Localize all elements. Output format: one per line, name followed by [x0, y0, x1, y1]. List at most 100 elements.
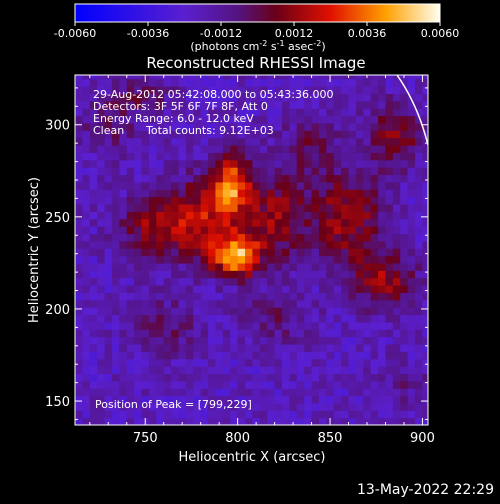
heatmap-cell — [341, 366, 350, 375]
heatmap-cell — [355, 285, 364, 293]
heatmap-cell — [119, 417, 128, 425]
heatmap-cell — [163, 329, 172, 338]
heatmap-cell — [156, 248, 165, 257]
heatmap-cell — [178, 78, 187, 87]
heatmap-cell — [193, 130, 202, 139]
heatmap-cell — [215, 189, 224, 198]
heatmap-cell — [392, 351, 401, 360]
heatmap-cell — [341, 380, 350, 389]
heatmap-cell — [215, 108, 224, 117]
heatmap-cell — [171, 174, 180, 183]
heatmap-cell — [222, 240, 231, 249]
heatmap-cell — [281, 203, 290, 212]
heatmap-cell — [134, 329, 143, 338]
heatmap-cell — [111, 307, 120, 316]
heatmap-cell — [378, 181, 387, 190]
heatmap-cell — [230, 233, 239, 242]
heatmap-cell — [274, 314, 283, 323]
heatmap-cell — [392, 255, 401, 264]
heatmap-cell — [119, 321, 128, 330]
heatmap-cell — [245, 410, 254, 419]
heatmap-cell — [415, 358, 424, 367]
heatmap-cell — [134, 351, 143, 360]
heatmap-cell — [75, 373, 83, 382]
heatmap-cell — [385, 373, 394, 382]
heatmap-cell — [422, 240, 428, 249]
heatmap-cell — [333, 358, 342, 367]
heatmap-cell — [341, 351, 350, 360]
y-tick-label: 200 — [45, 303, 70, 318]
heatmap-cell — [111, 203, 120, 212]
heatmap-cell — [304, 270, 313, 279]
heatmap-cell — [111, 174, 120, 183]
heatmap-cell — [341, 358, 350, 367]
heatmap-cell — [237, 321, 246, 330]
heatmap-cell — [385, 145, 394, 153]
heatmap-cell — [304, 402, 313, 411]
heatmap-cell — [422, 196, 428, 205]
heatmap-cell — [82, 181, 91, 190]
heatmap-cell — [215, 226, 224, 235]
heatmap-cell — [178, 145, 187, 153]
heatmap-cell — [141, 358, 150, 367]
heatmap-cell — [148, 181, 157, 190]
heatmap-cell — [200, 218, 209, 227]
footer-date: 13-May-2022 22:29 — [356, 482, 494, 498]
heatmap-cell — [156, 262, 165, 271]
heatmap-cell — [281, 100, 290, 109]
heatmap-cell — [289, 122, 298, 131]
heatmap-cell — [111, 189, 120, 198]
heatmap-cell — [311, 159, 320, 168]
heatmap-cell — [296, 299, 305, 308]
heatmap-cell — [348, 167, 357, 176]
heatmap-cell — [245, 380, 254, 389]
heatmap-cell — [97, 380, 106, 389]
heatmap-cell — [230, 248, 239, 257]
heatmap-cell — [97, 137, 106, 146]
heatmap-cell — [230, 196, 239, 205]
heatmap-cell — [311, 203, 320, 212]
heatmap-cell — [422, 226, 428, 235]
heatmap-cell — [281, 108, 290, 117]
heatmap-cell — [119, 152, 128, 161]
heatmap-cell — [341, 248, 350, 257]
heatmap-cell — [304, 358, 313, 367]
heatmap-cell — [289, 395, 298, 404]
heatmap-cell — [304, 196, 313, 205]
heatmap-cell — [326, 122, 335, 131]
heatmap-cell — [274, 255, 283, 264]
heatmap-cell — [82, 270, 91, 279]
heatmap-cell — [378, 351, 387, 360]
heatmap-cell — [370, 277, 379, 286]
heatmap-cell — [267, 196, 276, 205]
heatmap-cell — [97, 100, 106, 109]
heatmap-cell — [75, 307, 83, 316]
heatmap-cell — [400, 299, 409, 308]
heatmap-cell — [281, 336, 290, 345]
heatmap-cell — [111, 75, 120, 80]
heatmap-cell — [378, 167, 387, 176]
heatmap-cell — [318, 159, 327, 168]
heatmap-cell — [385, 358, 394, 367]
heatmap-cell — [193, 380, 202, 389]
heatmap-cell — [89, 78, 98, 87]
heatmap-cell — [407, 277, 416, 286]
heatmap-cell — [111, 86, 120, 95]
heatmap-cell — [341, 86, 350, 95]
heatmap-cell — [245, 292, 254, 301]
heatmap-cell — [274, 395, 283, 404]
heatmap-cell — [318, 373, 327, 382]
heatmap-cell — [407, 75, 416, 80]
heatmap-cell — [355, 108, 364, 117]
heatmap-cell — [134, 262, 143, 271]
heatmap-cell — [200, 75, 209, 80]
heatmap-cell — [385, 86, 394, 95]
heatmap-cell — [156, 233, 165, 242]
heatmap-cell — [341, 108, 350, 117]
heatmap-cell — [385, 100, 394, 109]
heatmap-cell — [134, 108, 143, 117]
heatmap-cell — [333, 351, 342, 360]
heatmap-cell — [215, 270, 224, 279]
heatmap-cell — [318, 417, 327, 425]
heatmap-cell — [134, 410, 143, 419]
